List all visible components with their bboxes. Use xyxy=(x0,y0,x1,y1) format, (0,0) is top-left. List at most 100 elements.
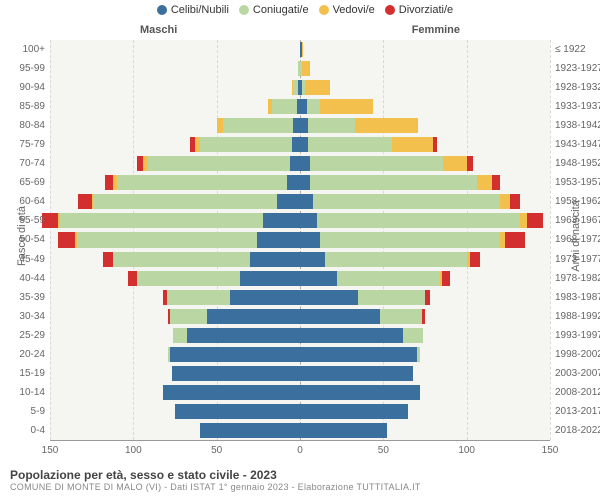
age-label: 75-79 xyxy=(3,135,45,154)
female-bar xyxy=(300,328,423,343)
bar-segment xyxy=(137,271,240,286)
bar-segment xyxy=(300,137,308,152)
age-row xyxy=(50,421,550,440)
bar-segment xyxy=(93,194,276,209)
bar-segment xyxy=(167,290,230,305)
bar-segment xyxy=(103,252,113,267)
bar-segment xyxy=(58,232,75,247)
bar-segment xyxy=(60,213,263,228)
bar-segment xyxy=(272,99,297,114)
birth-year-label: 1928-1932 xyxy=(555,78,600,97)
bar-segment xyxy=(300,404,408,419)
birth-year-label: 2008-2012 xyxy=(555,383,600,402)
male-bar xyxy=(190,137,300,152)
chart-title: Popolazione per età, sesso e stato civil… xyxy=(10,468,421,482)
gridline xyxy=(550,40,551,440)
age-row xyxy=(50,383,550,402)
bar-segment xyxy=(257,232,300,247)
female-bar xyxy=(300,347,420,362)
bar-segment xyxy=(433,137,436,152)
male-bar xyxy=(163,290,300,305)
female-bar xyxy=(300,366,413,381)
male-bar xyxy=(168,347,300,362)
birth-year-label: 1983-1987 xyxy=(555,288,600,307)
male-bar xyxy=(173,328,300,343)
x-tick-label: 0 xyxy=(297,445,303,456)
female-bar xyxy=(300,80,330,95)
bar-segment xyxy=(113,252,250,267)
legend-swatch xyxy=(319,5,329,15)
bar-segment xyxy=(417,347,420,362)
bar-segment xyxy=(300,99,307,114)
bar-segment xyxy=(137,156,144,171)
bar-segment xyxy=(300,347,417,362)
bar-segment xyxy=(520,213,527,228)
bar-segment xyxy=(187,328,300,343)
male-bar xyxy=(58,232,300,247)
female-bar xyxy=(300,423,387,438)
birth-year-label: 1938-1942 xyxy=(555,116,600,135)
bar-segment xyxy=(320,232,500,247)
male-bar xyxy=(163,385,300,400)
bar-segment xyxy=(117,175,287,190)
male-bar xyxy=(137,156,300,171)
bar-segment xyxy=(277,194,300,209)
bar-segment xyxy=(200,137,292,152)
age-label: 5-9 xyxy=(3,402,45,421)
legend: Celibi/NubiliConiugati/eVedovi/eDivorzia… xyxy=(0,4,600,16)
birth-year-label: 1923-1927 xyxy=(555,59,600,78)
female-bar xyxy=(300,271,450,286)
female-bar xyxy=(300,156,473,171)
bar-segment xyxy=(510,194,520,209)
bar-segment xyxy=(403,328,423,343)
bar-segment xyxy=(240,271,300,286)
bar-segment xyxy=(500,194,510,209)
birth-year-label: 2013-2017 xyxy=(555,402,600,421)
birth-year-label: 2003-2007 xyxy=(555,364,600,383)
bar-segment xyxy=(355,118,418,133)
bar-segment xyxy=(505,232,525,247)
bar-segment xyxy=(380,309,422,324)
age-label: 55-59 xyxy=(3,211,45,230)
age-row xyxy=(50,78,550,97)
bar-segment xyxy=(223,118,293,133)
legend-swatch xyxy=(239,5,249,15)
bar-segment xyxy=(467,156,474,171)
male-bar xyxy=(128,271,300,286)
bar-segment xyxy=(313,194,500,209)
bar-segment xyxy=(287,175,300,190)
bar-segment xyxy=(305,80,330,95)
bar-segment xyxy=(200,423,300,438)
age-label: 40-44 xyxy=(3,269,45,288)
bar-segment xyxy=(307,99,320,114)
bar-segment xyxy=(308,137,391,152)
bar-segment xyxy=(300,290,358,305)
legend-label: Divorziati/e xyxy=(399,4,453,16)
age-label: 50-54 xyxy=(3,230,45,249)
bar-segment xyxy=(300,252,325,267)
bar-segment xyxy=(300,156,310,171)
birth-year-label: 1973-1977 xyxy=(555,250,600,269)
bar-segment xyxy=(170,309,207,324)
legend-label: Coniugati/e xyxy=(253,4,309,16)
bar-segment xyxy=(172,366,300,381)
bar-segment xyxy=(422,309,425,324)
age-row xyxy=(50,211,550,230)
male-bar xyxy=(268,99,300,114)
birth-year-label: 1953-1957 xyxy=(555,173,600,192)
legend-label: Vedovi/e xyxy=(333,4,375,16)
bar-segment xyxy=(392,137,434,152)
bar-segment xyxy=(470,252,480,267)
age-row xyxy=(50,230,550,249)
birth-year-label: 1978-1982 xyxy=(555,269,600,288)
bar-segment xyxy=(300,175,310,190)
age-row xyxy=(50,173,550,192)
plot-area: 05050100100150150100+≤ 192295-991923-192… xyxy=(50,40,550,441)
age-row xyxy=(50,192,550,211)
bar-segment xyxy=(292,137,300,152)
bar-segment xyxy=(477,175,492,190)
birth-year-label: 1963-1967 xyxy=(555,211,600,230)
age-label: 95-99 xyxy=(3,59,45,78)
bar-segment xyxy=(105,175,113,190)
age-row xyxy=(50,326,550,345)
